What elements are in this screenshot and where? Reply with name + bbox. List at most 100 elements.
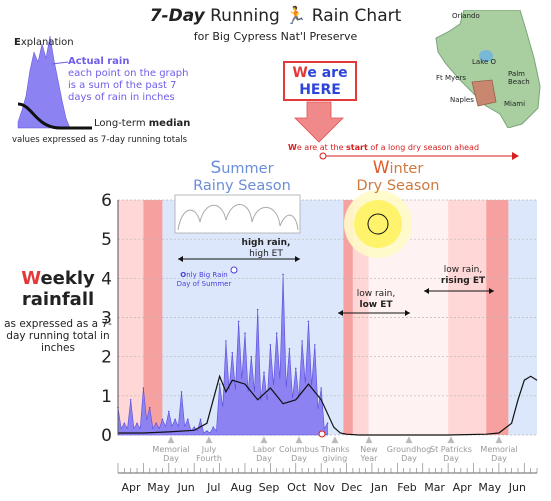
holiday-label: Year — [360, 454, 378, 463]
explanation-median: Long-term median — [94, 118, 191, 129]
low-rain-arrow-head-left — [338, 310, 343, 316]
rain-point — [167, 410, 170, 413]
x-tick-label: Feb — [397, 481, 416, 494]
x-tick-label: Mar — [424, 481, 445, 494]
annotation-peak: Only Big Rain Day of Summer — [176, 271, 232, 288]
rain-point — [244, 332, 246, 334]
rain-series — [117, 273, 329, 436]
y-tick-label: 2 — [101, 348, 112, 368]
y-axis: 0 1 2 3 4 5 6 — [101, 191, 119, 446]
y-tick-label: 1 — [101, 387, 112, 407]
explanation-median-icon — [17, 102, 92, 130]
x-tick-label: Jul — [206, 481, 220, 494]
summer-season-label: Summer Rainy Season — [193, 158, 291, 195]
holiday-label: St Patricks — [430, 445, 472, 454]
rain-point — [199, 418, 202, 421]
here-arrow-icon — [294, 101, 344, 143]
rain-point — [294, 367, 297, 370]
holiday-marker: ▲ Thanks giving — [307, 436, 363, 464]
y-axis-subtitle: as expressed as a 7-day running total in… — [4, 318, 112, 354]
rain-point — [237, 320, 240, 323]
rain-point — [275, 332, 278, 334]
rain-point — [225, 340, 227, 342]
holiday-label: giving — [322, 454, 348, 463]
rain-point — [142, 387, 145, 389]
x-tick-label: Aug — [231, 481, 252, 494]
holiday-marker: ▲ New Year — [341, 435, 397, 464]
runner-icon: 🏃 — [279, 6, 307, 26]
y-tick-label: 4 — [101, 269, 112, 289]
decorations — [17, 35, 519, 438]
rain-point — [314, 344, 316, 346]
holiday-marker: ▲ July Fourth — [181, 435, 237, 464]
rain-point — [301, 340, 303, 342]
holiday-marker: ▲ St Patricks Day — [423, 436, 479, 464]
holiday-label: Groundhog — [386, 445, 432, 454]
holiday-triangle-icon: ▲ — [405, 435, 413, 445]
holiday-label: New — [360, 445, 378, 454]
x-tick-label: Jun — [508, 481, 526, 494]
x-tick-label: Dec — [341, 481, 362, 494]
holiday-marker: ▲ Memorial Day — [471, 435, 527, 464]
rising-et-arrow-head-right — [489, 288, 494, 294]
y-tick-label: 3 — [101, 309, 112, 329]
florida-map: Orlando Lake O Ft Myers Palm Beach Naple… — [434, 9, 542, 129]
holiday-marker: ▲ Columbus Day — [271, 435, 327, 464]
cloud-icon — [177, 204, 299, 231]
map-label-lake-o: Lake O — [472, 58, 497, 66]
rain-point — [161, 418, 164, 421]
season-band — [352, 200, 369, 435]
dry-season-arrowhead — [512, 152, 519, 160]
x-tick-label: Oct — [287, 481, 307, 494]
rain-point — [174, 418, 176, 421]
cloud-box — [174, 194, 301, 234]
holiday-label: Day — [291, 454, 307, 463]
holiday-marker: ▲ Memorial Day — [143, 435, 199, 464]
sun-icon — [354, 200, 402, 248]
rain-point — [288, 348, 291, 350]
season-band — [486, 200, 509, 435]
high-rain-arrow-head-left — [178, 256, 183, 262]
sun-core — [367, 213, 389, 235]
dry-season-note: We are at the start of a long dry season… — [288, 143, 480, 152]
rain-point — [136, 422, 138, 425]
explanation-heading: Explanation — [14, 37, 74, 48]
rain-point — [155, 422, 157, 425]
holiday-triangle-icon: ▲ — [495, 435, 503, 445]
rain-point — [193, 426, 195, 428]
holiday-marker: ▲ Groundhog Day — [381, 435, 437, 464]
rain-point — [206, 430, 208, 432]
x-tick-label: Apr — [453, 481, 473, 494]
holiday-triangle-icon: ▲ — [295, 435, 303, 445]
rain-point — [148, 406, 151, 409]
peak-marker — [230, 266, 238, 274]
explanation-actual-rain: Actual rain each point on the graph is a… — [68, 56, 189, 103]
rain-point — [269, 344, 272, 346]
median-series — [118, 374, 538, 436]
now-marker-bottom — [318, 430, 326, 438]
rain-point — [180, 391, 183, 393]
holiday-label: Day — [491, 454, 507, 463]
y-tick-label: 0 — [101, 426, 112, 446]
holiday-marker: ▲ Labor Day — [236, 436, 292, 464]
rising-et-arrow-head-left — [424, 288, 429, 294]
rain-point — [212, 426, 215, 428]
holiday-label: Day — [401, 454, 417, 463]
season-band — [343, 200, 353, 435]
holiday-triangle-icon: ▲ — [167, 435, 175, 445]
explanation-rain-icon — [17, 35, 71, 129]
x-tick-label: Jun — [177, 481, 195, 494]
annotation-high-rain: high rain, high ET — [241, 238, 291, 259]
holiday-triangle-icon: ▲ — [205, 435, 213, 445]
x-axis: Apr May Jun Jul Aug Sep Oct Nov Dec Jan Feb Mar Apr M… — [117, 463, 538, 494]
holiday-label: Memorial — [480, 445, 518, 454]
holiday-label: Thanks — [320, 445, 350, 454]
rain-point — [218, 383, 221, 385]
rain-point — [187, 418, 189, 421]
map-label-miami: Miami — [504, 100, 526, 108]
holiday-label: July — [201, 445, 217, 454]
holiday-triangle-icon: ▲ — [365, 435, 373, 445]
holiday-label: Day — [443, 454, 459, 463]
winter-season-label: Winter Dry Season — [356, 158, 440, 195]
